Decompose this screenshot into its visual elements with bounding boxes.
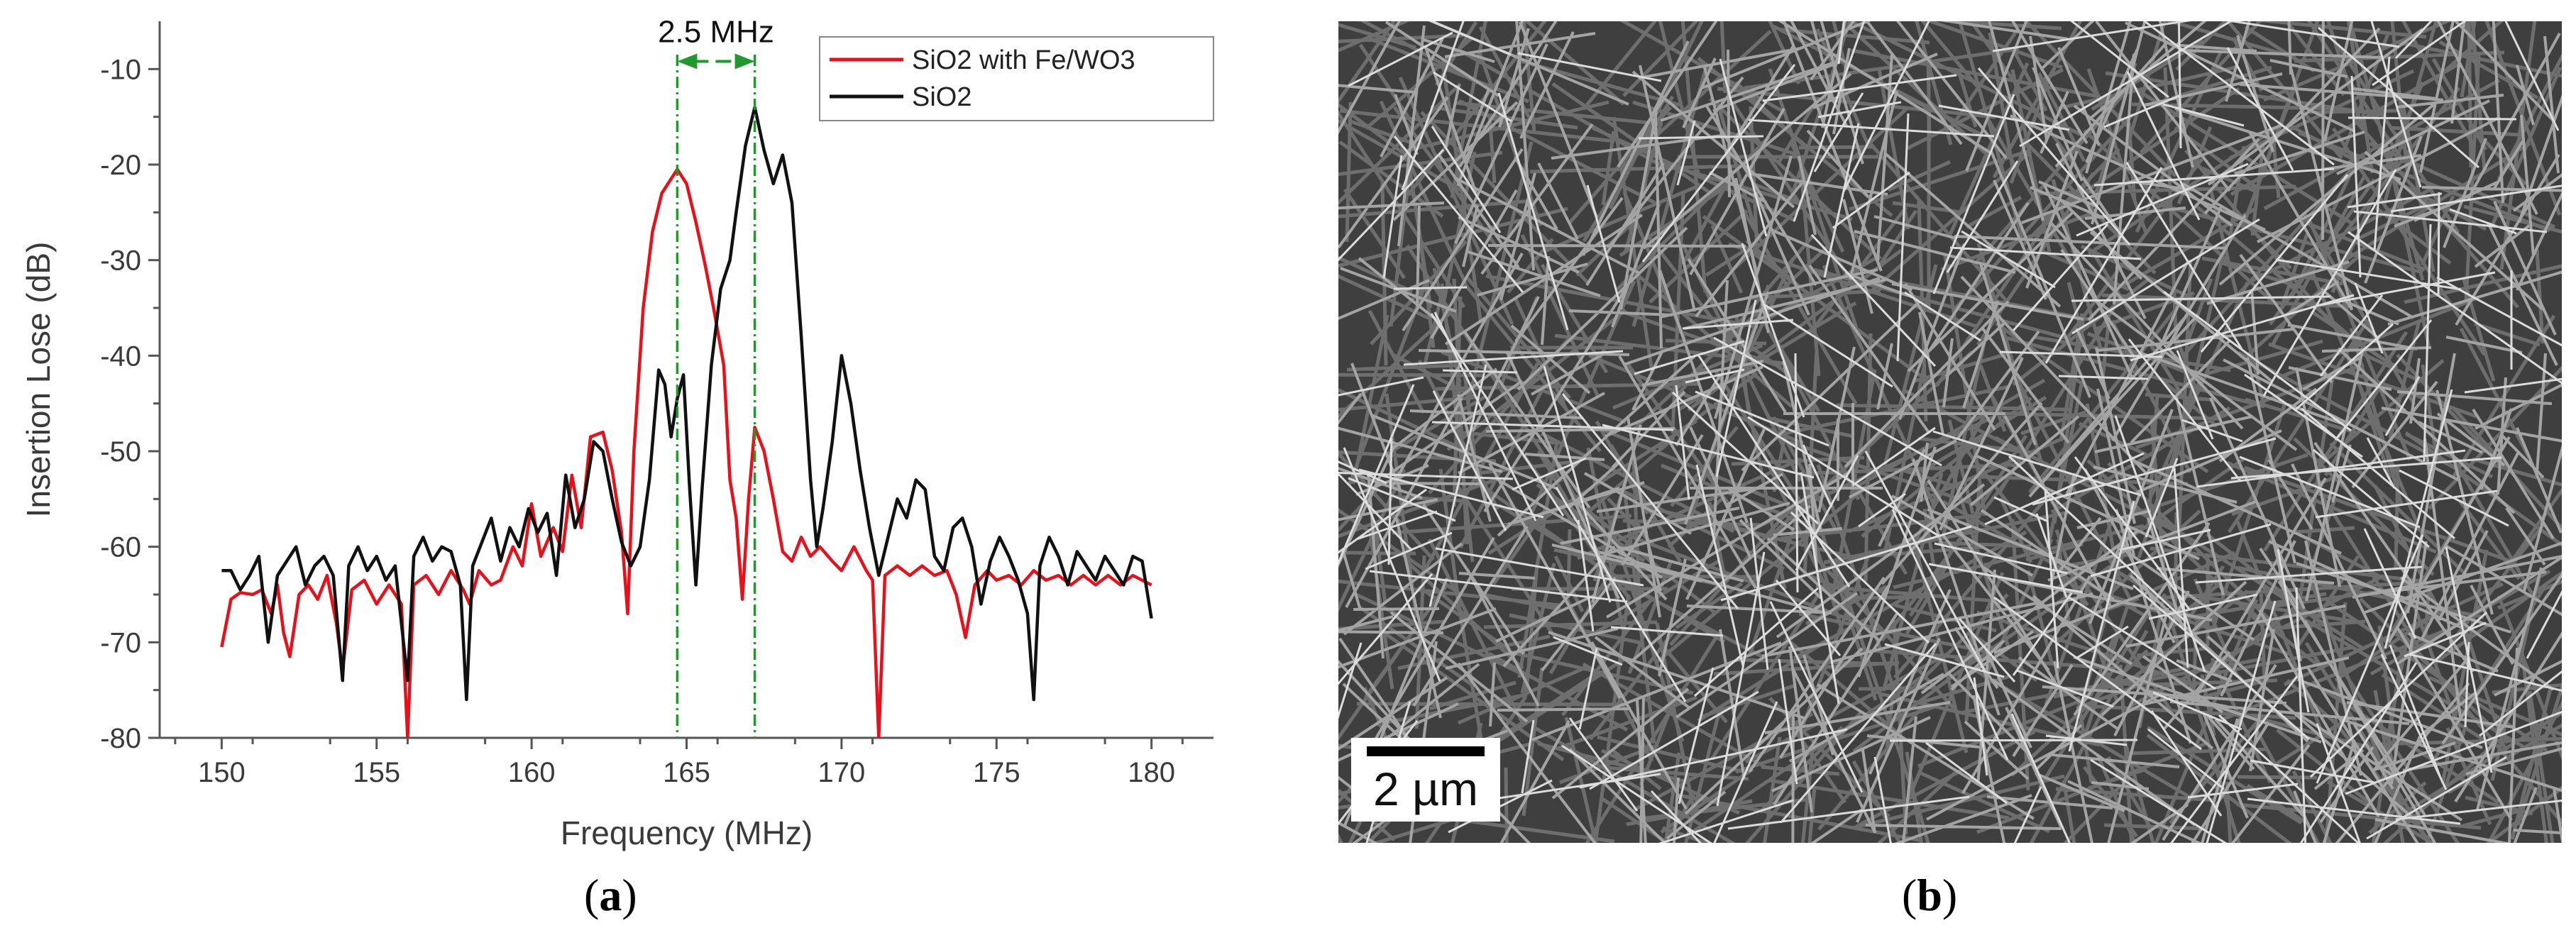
x-axis-title: Frequency (MHz): [561, 814, 813, 851]
annotation-label: 2.5 MHz: [658, 15, 774, 50]
scale-bar-label: 2 µm: [1372, 763, 1479, 815]
scale-bar-line: [1367, 746, 1485, 756]
chart-layer: -80 -70 -60 -50 -40 -30 -20 -10 150 155 160 165 170 1…: [20, 15, 1214, 851]
y-tick-label: -70: [100, 627, 141, 658]
y-axis-title: Insertion Lose (dB): [20, 242, 57, 518]
x-tick-label: 150: [198, 757, 246, 788]
legend-label-sio2-fe-wo3: SiO2 with Fe/WO3: [912, 45, 1135, 75]
x-tick-label: 160: [508, 757, 556, 788]
y-tick-label: -80: [100, 723, 141, 754]
insertion-loss-chart: -80 -70 -60 -50 -40 -30 -20 -10 150 155 160 165 170 1…: [20, 15, 1214, 851]
nanowires: [1338, 21, 2562, 843]
y-tick-label: -10: [100, 54, 141, 85]
y-tick-label: -40: [100, 341, 141, 372]
y-tick-label: -60: [100, 532, 141, 563]
series-line-sio2: [221, 105, 1153, 702]
arrow-head-right: [734, 53, 755, 70]
caption-b: (b): [1902, 870, 1958, 920]
legend-label-sio2: SiO2: [912, 82, 971, 112]
x-tick-label: 165: [663, 757, 710, 788]
x-tick-label: 180: [1128, 757, 1175, 788]
x-tick-label: 170: [818, 757, 866, 788]
y-tick-label: -50: [100, 436, 141, 468]
x-tick-label: 175: [973, 757, 1020, 788]
x-tick-label: 155: [353, 757, 400, 788]
legend-box: [819, 36, 1214, 121]
y-tick-label: -20: [100, 150, 141, 181]
sem-micrograph: 2 µm: [1338, 21, 2562, 843]
y-tick-label: -30: [100, 245, 141, 277]
nanowire-texture: [1338, 21, 2562, 843]
scale-bar: 2 µm: [1351, 738, 1500, 822]
series-line-sio2-fe-wo3: [220, 167, 1152, 738]
arrow-head-left: [677, 53, 698, 70]
caption-a: (a): [584, 870, 637, 920]
nanowires-bright: [1338, 21, 2562, 843]
